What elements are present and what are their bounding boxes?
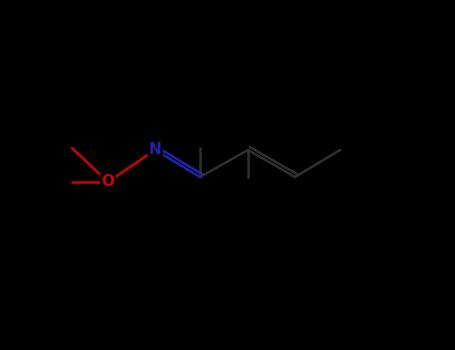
Text: N: N [149,142,162,158]
Text: O: O [101,175,115,189]
